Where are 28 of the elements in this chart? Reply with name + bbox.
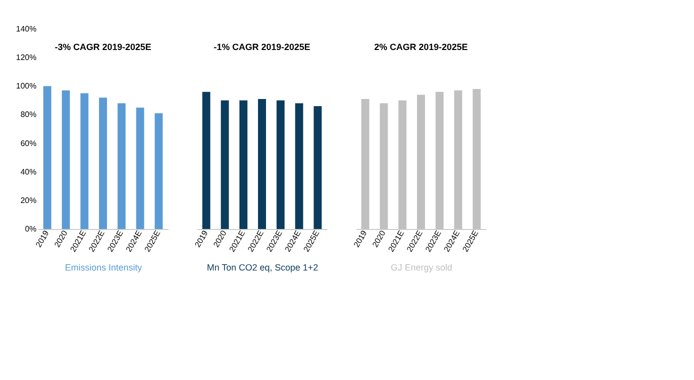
bar bbox=[314, 106, 322, 229]
bar bbox=[276, 100, 285, 229]
bar bbox=[202, 92, 210, 229]
y-tick-label: 20% bbox=[20, 196, 36, 205]
y-tick-label: 0% bbox=[24, 224, 36, 234]
y-tick-label: 80% bbox=[20, 110, 36, 120]
bar bbox=[99, 98, 107, 229]
y-tick-label: 40% bbox=[20, 167, 36, 176]
bar bbox=[239, 100, 248, 229]
bar bbox=[220, 100, 229, 229]
x-axis-title: GJ Energy sold bbox=[390, 262, 452, 273]
bar bbox=[43, 86, 52, 229]
bar bbox=[258, 99, 266, 229]
bar bbox=[118, 103, 126, 229]
y-tick-label: 60% bbox=[20, 138, 36, 148]
bar bbox=[80, 93, 88, 229]
bar bbox=[295, 103, 304, 229]
annotation: -1% CAGR 2019-2025E bbox=[214, 42, 310, 52]
y-tick-label: 140% bbox=[16, 24, 36, 34]
bar bbox=[154, 113, 163, 229]
bar bbox=[136, 108, 144, 229]
x-axis-title: Mn Ton CO2 eq, Scope 1+2 bbox=[206, 262, 318, 273]
x-axis-title: Emissions Intensity bbox=[64, 262, 143, 273]
annotation: 2% CAGR 2019-2025E bbox=[374, 42, 468, 52]
annotation: -3% CAGR 2019-2025E bbox=[54, 42, 152, 52]
y-tick-label: 120% bbox=[16, 53, 36, 62]
bar bbox=[62, 90, 70, 229]
y-tick-label: 100% bbox=[16, 82, 36, 91]
